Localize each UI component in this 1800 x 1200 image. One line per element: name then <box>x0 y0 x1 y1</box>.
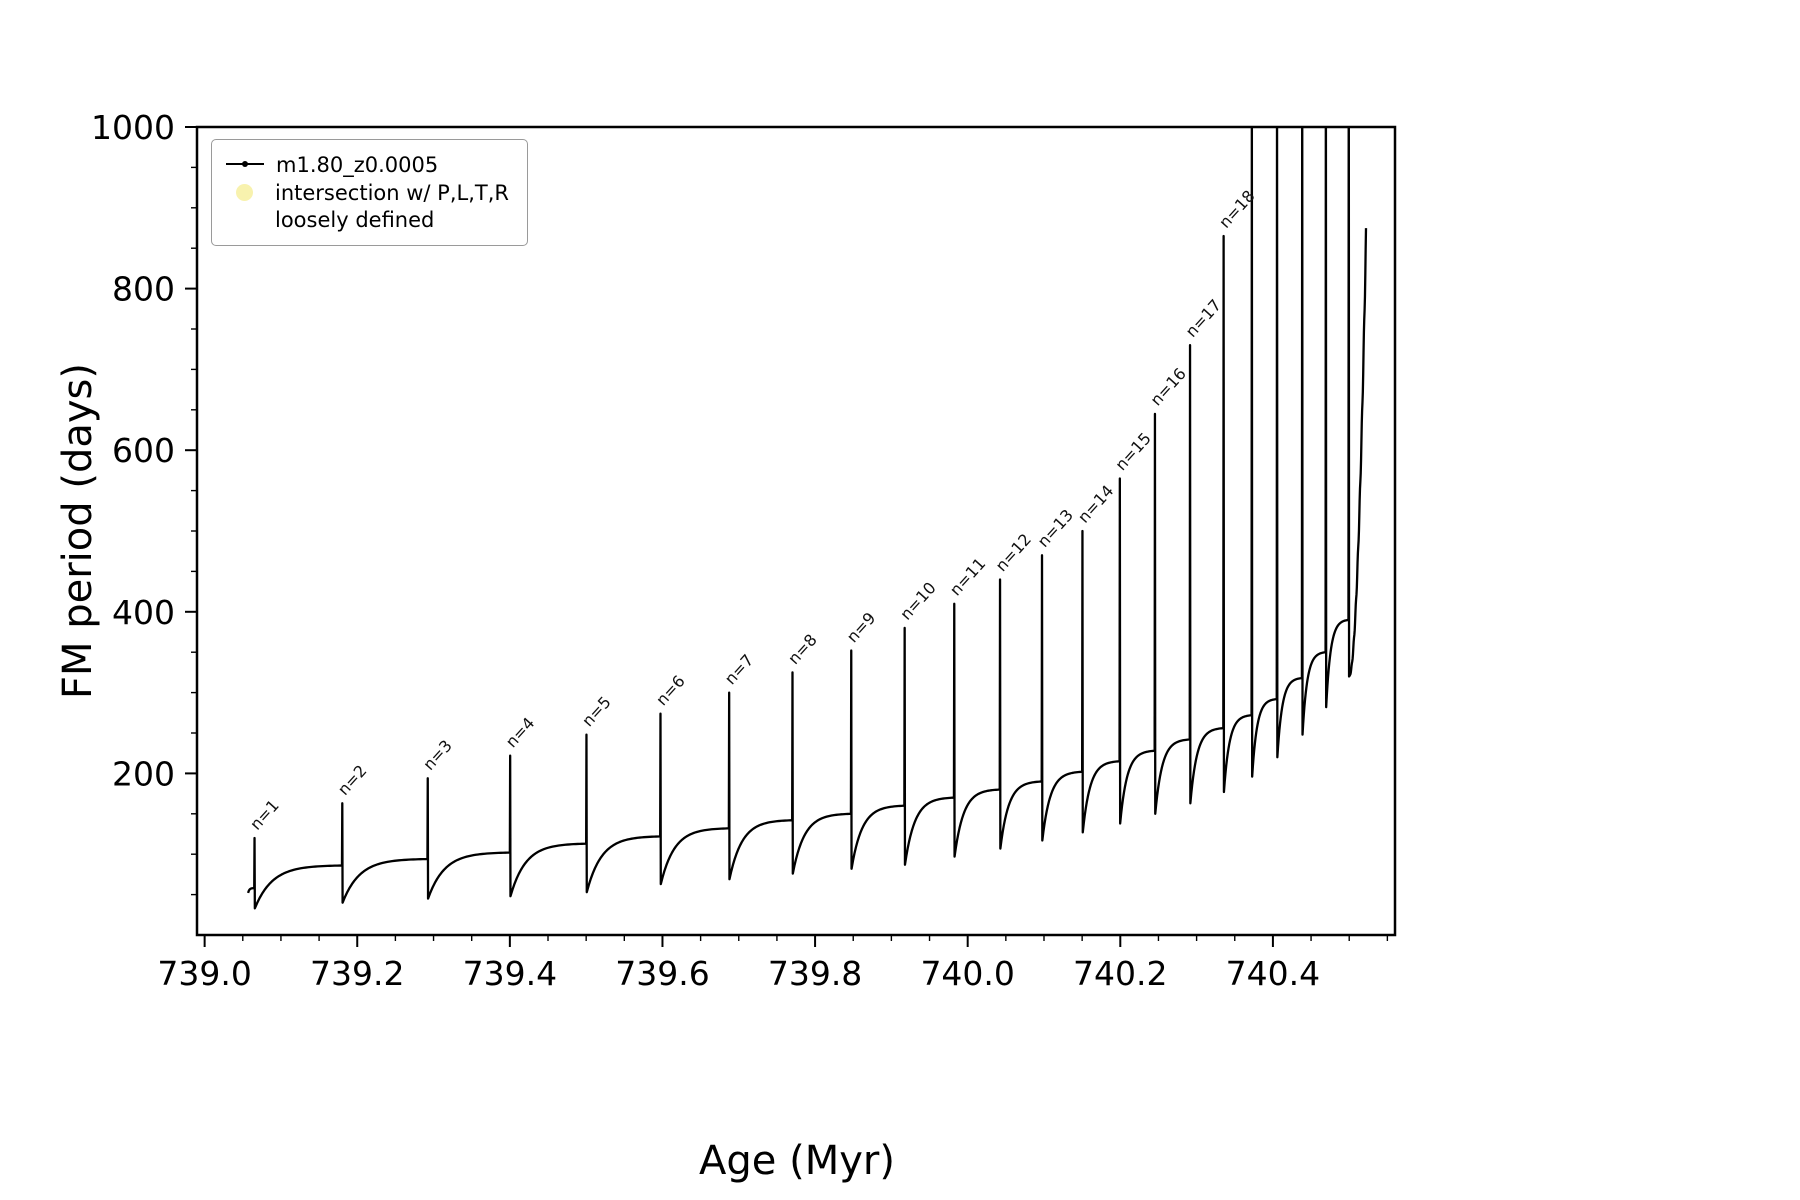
series-line <box>247 127 1368 910</box>
plot-frame <box>195 125 1397 937</box>
pulse-label: n=1 <box>246 796 283 834</box>
svg-text:739.8: 739.8 <box>768 954 862 993</box>
legend-intersection-line1: intersection w/ P,L,T,R <box>275 181 509 206</box>
pulse-label: n=7 <box>721 650 758 688</box>
pulse-labels: n=1n=2n=3n=4n=5n=6n=7n=8n=9n=10n=11n=12n… <box>246 186 1259 833</box>
svg-text:200: 200 <box>112 754 175 793</box>
y-axis-label: FM period (days) <box>55 363 101 699</box>
legend-entry-series: m1.80_z0.0005 <box>226 152 509 178</box>
svg-text:1000: 1000 <box>91 108 175 147</box>
svg-text:600: 600 <box>112 431 175 470</box>
svg-text:739.6: 739.6 <box>615 954 709 993</box>
legend-intersection-line2: loosely defined <box>275 207 435 232</box>
axis-minor-ticks <box>191 166 1389 941</box>
svg-text:740.4: 740.4 <box>1226 954 1320 993</box>
svg-text:740.0: 740.0 <box>920 954 1014 993</box>
svg-text:400: 400 <box>112 593 175 632</box>
pulse-label: n=9 <box>843 608 880 646</box>
pulse-label: n=8 <box>784 630 821 668</box>
pulse-label: n=10 <box>896 578 939 623</box>
svg-text:739.0: 739.0 <box>157 954 251 993</box>
pulse-label: n=16 <box>1146 364 1189 409</box>
x-axis-label: Age (Myr) <box>699 1138 895 1184</box>
line-marker-icon <box>226 161 264 167</box>
axis-ticks <box>185 126 1274 947</box>
dot-marker-icon <box>242 161 248 167</box>
svg-text:739.4: 739.4 <box>463 954 557 993</box>
pulse-label: n=14 <box>1074 481 1117 526</box>
svg-text:739.2: 739.2 <box>310 954 404 993</box>
legend-intersection-label: intersection w/ P,L,T,R loosely defined <box>275 180 509 233</box>
pulse-label: n=3 <box>419 736 456 774</box>
pulse-label: n=11 <box>946 554 989 599</box>
pulse-label: n=17 <box>1182 296 1225 341</box>
pulse-label: n=13 <box>1034 506 1077 551</box>
pulse-label: n=6 <box>652 671 689 709</box>
pulse-label: n=2 <box>334 761 371 799</box>
tick-labels: 739.0 739.2 739.4 739.6 739.8 740.0 740.2 740.4… <box>91 108 1320 993</box>
pulse-label: n=4 <box>502 713 539 751</box>
svg-text:740.2: 740.2 <box>1073 954 1167 993</box>
legend: m1.80_z0.0005 intersection w/ P,L,T,R lo… <box>211 139 528 246</box>
pulse-label: n=12 <box>992 530 1035 575</box>
circle-marker-icon <box>236 184 253 202</box>
legend-series-label: m1.80_z0.0005 <box>276 153 439 177</box>
legend-entry-intersection: intersection w/ P,L,T,R loosely defined <box>226 180 509 233</box>
pulse-label: n=15 <box>1111 429 1154 474</box>
svg-text:800: 800 <box>112 270 175 309</box>
pulse-label: n=5 <box>578 692 615 730</box>
